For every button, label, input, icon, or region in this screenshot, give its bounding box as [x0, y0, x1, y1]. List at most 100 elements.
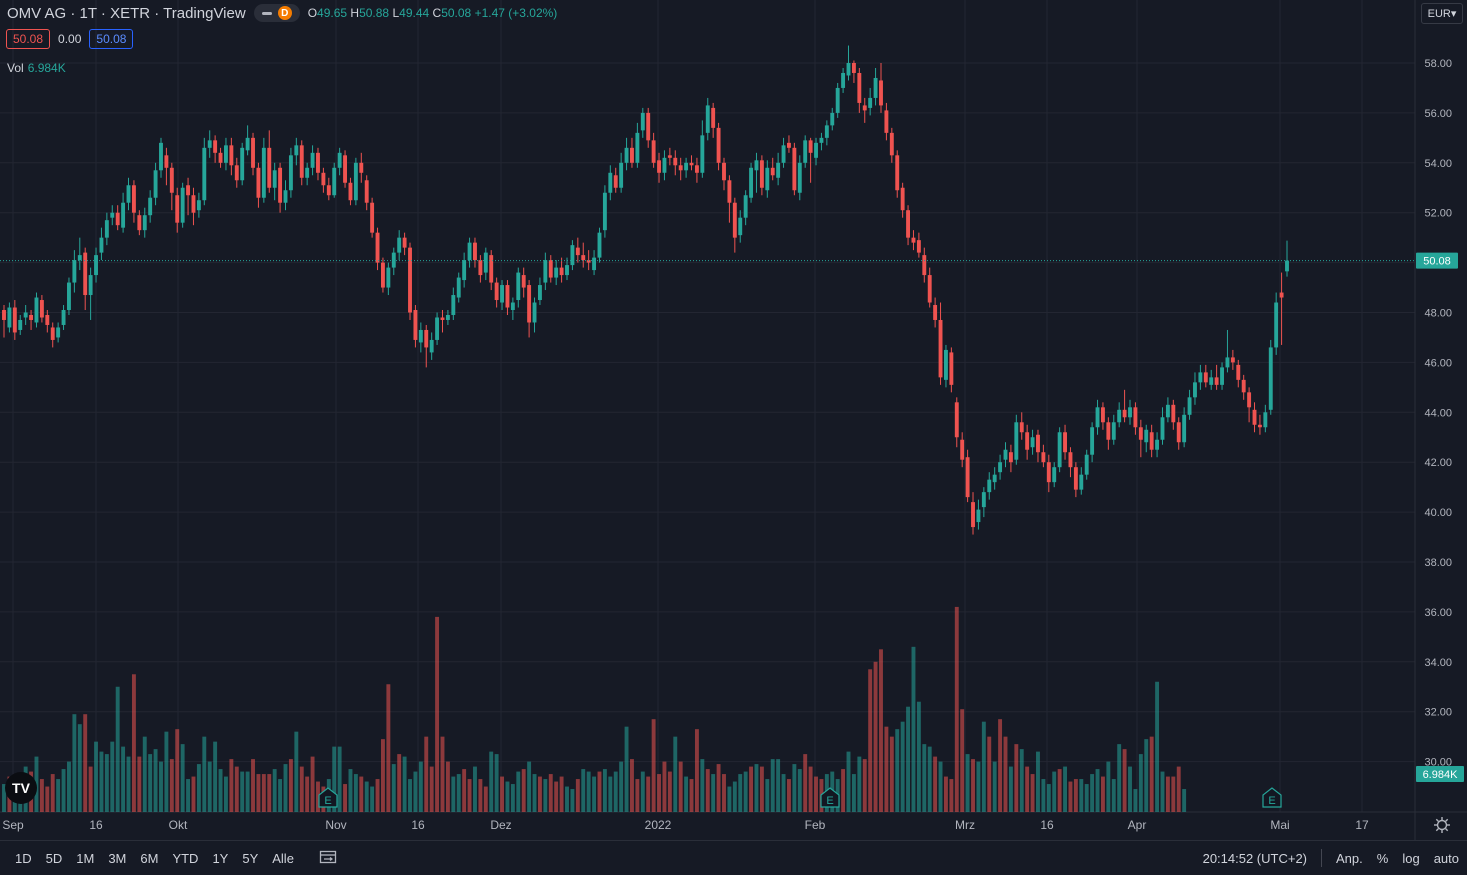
volume-bar	[1133, 789, 1138, 812]
candle	[1084, 454, 1089, 475]
quote-row: 50.08 0.00 50.08	[6, 29, 134, 49]
percent-button[interactable]: %	[1376, 850, 1389, 866]
volume-bar	[267, 774, 272, 812]
candle	[689, 162, 694, 166]
range-button-3m[interactable]: 3M	[108, 850, 127, 866]
earnings-marker-icon[interactable]	[318, 787, 338, 808]
volume-bar	[56, 779, 61, 812]
currency-button[interactable]: EUR ▾	[1421, 3, 1463, 24]
candle	[759, 160, 764, 188]
candle	[402, 237, 407, 248]
volume-bar	[619, 761, 624, 812]
x-tick-label: 16	[411, 818, 425, 832]
volume-bar	[67, 761, 71, 812]
earnings-marker-icon[interactable]	[1262, 787, 1282, 808]
volume-bar	[224, 776, 228, 812]
candle	[1182, 414, 1187, 443]
candle	[1095, 407, 1100, 428]
candle	[413, 310, 418, 340]
y-tick-label: 34.00	[1424, 657, 1452, 669]
volume-bar	[1063, 766, 1067, 812]
candle	[819, 137, 824, 143]
y-tick-label: 58.00	[1424, 58, 1452, 70]
candle	[965, 457, 970, 498]
range-button-6m[interactable]: 6M	[140, 850, 159, 866]
buy-price[interactable]: 50.08	[89, 29, 134, 49]
volume-bar	[121, 746, 126, 812]
volume-bar	[851, 774, 856, 812]
auto-button[interactable]: auto	[1433, 850, 1459, 866]
candle	[927, 275, 932, 303]
tradingview-logo-icon[interactable]: TV	[5, 772, 37, 804]
volume-bar	[1003, 736, 1008, 812]
open-label: O	[307, 6, 318, 20]
earnings-marker-icon[interactable]	[820, 787, 840, 808]
candle	[224, 145, 228, 163]
candle	[998, 462, 1003, 473]
symbol-title[interactable]: OMV AG · 1T · XETR · TradingView	[7, 4, 246, 22]
candle	[846, 63, 851, 76]
candle	[418, 329, 423, 343]
volume-bar	[689, 779, 694, 812]
candle	[310, 152, 315, 168]
volume-badge-label: 6.984K	[1423, 769, 1459, 781]
x-tick-label: Feb	[805, 818, 826, 832]
status-pill[interactable]: D	[253, 4, 300, 22]
volume-bar	[949, 779, 954, 812]
volume-bar	[1117, 744, 1122, 812]
y-tick-label: 54.00	[1424, 158, 1452, 170]
x-tick-label: Apr	[1128, 818, 1147, 832]
volume-bar	[332, 746, 337, 812]
volume-bar	[532, 774, 537, 812]
range-button-1y[interactable]: 1Y	[212, 850, 229, 866]
sell-price[interactable]: 50.08	[6, 29, 51, 49]
x-tick-label: Okt	[169, 818, 188, 832]
volume-bar	[1041, 779, 1046, 812]
candle	[294, 145, 299, 156]
volume-bar	[575, 779, 580, 812]
candle	[581, 255, 586, 261]
candle	[944, 349, 948, 380]
date-range-icon[interactable]	[319, 849, 337, 868]
candle	[527, 285, 532, 323]
candle	[370, 202, 375, 233]
candle	[673, 157, 678, 166]
candle	[873, 77, 878, 98]
candle	[830, 112, 835, 126]
candle	[657, 160, 661, 173]
candle	[397, 237, 402, 253]
candle	[592, 257, 597, 271]
volume-bar	[1057, 769, 1062, 812]
bottom-toolbar: 1D 5D 1M 3M 6M YTD 1Y 5Y Alle 20:14:52 (UTC+2) A…	[0, 840, 1467, 875]
settings-gear-icon[interactable]	[1433, 816, 1451, 834]
clock-time[interactable]: 20:14:52 (UTC+2)	[1202, 850, 1308, 866]
candle	[1090, 427, 1095, 455]
close-label: C	[432, 6, 442, 20]
volume-bar	[39, 779, 44, 812]
range-button-5y[interactable]: 5Y	[242, 850, 259, 866]
volume-bar	[1030, 774, 1035, 812]
range-button-1d[interactable]: 1D	[15, 850, 32, 866]
volume-bar	[191, 776, 196, 812]
volume-bar	[787, 779, 791, 812]
adjust-button[interactable]: Anp.	[1336, 850, 1363, 866]
candle	[83, 252, 88, 296]
candle	[23, 312, 28, 318]
range-button-5d[interactable]: 5D	[45, 850, 63, 866]
range-button-ytd[interactable]: YTD	[172, 850, 199, 866]
range-button-alle[interactable]: Alle	[272, 850, 294, 866]
candle	[67, 282, 71, 311]
candle	[364, 180, 369, 203]
log-button[interactable]: log	[1402, 850, 1420, 866]
candle	[851, 63, 856, 73]
volume-value: 6.984K	[27, 61, 66, 75]
candle	[299, 145, 304, 178]
volume-bar	[889, 736, 894, 812]
candle	[987, 479, 992, 493]
candle	[278, 167, 283, 203]
y-tick-label: 42.00	[1424, 457, 1452, 469]
volume-badge	[1416, 766, 1464, 782]
range-button-1m[interactable]: 1M	[76, 850, 95, 866]
volume-bar	[88, 766, 93, 812]
